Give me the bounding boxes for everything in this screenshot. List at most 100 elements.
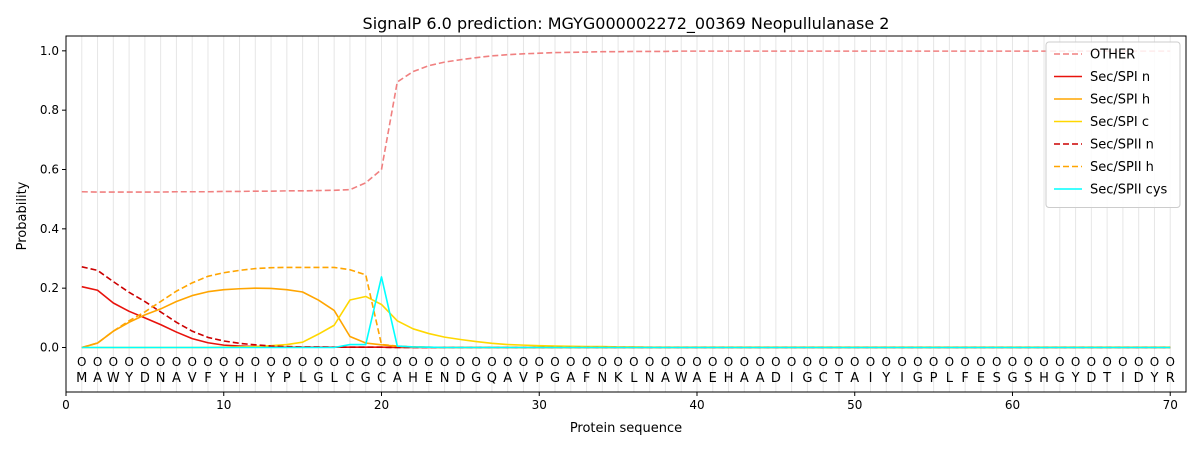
series-line-2	[81, 287, 1171, 349]
sequence-letter: P	[283, 371, 291, 386]
series-line-3	[81, 295, 1171, 349]
sequence-letter: Y	[266, 371, 275, 386]
sequence-letter: G	[313, 371, 323, 386]
legend: OTHER Sec/SPI n Sec/SPI h Sec/SPI c Sec/SPII…	[1045, 41, 1181, 208]
predicted-label: O	[582, 355, 591, 369]
predicted-label: O	[535, 355, 544, 369]
axis-ticks: 0 10 20 30 40 50 60 70 0.0 0.2 0.4 0.6 0.8 1.0	[40, 44, 1178, 412]
sequence-letter: W	[675, 371, 688, 386]
predicted-label: O	[1118, 355, 1127, 369]
x-tick-label: 60	[1005, 398, 1020, 412]
predicted-label: O	[77, 355, 86, 369]
predicted-label: O	[945, 355, 954, 369]
sequence-letter: H	[724, 371, 734, 386]
sequence-letter: E	[425, 371, 433, 386]
plot-frame	[65, 35, 1187, 393]
predicted-label: O	[882, 355, 891, 369]
sequence-letter: V	[188, 371, 197, 386]
y-tick-label: 0.4	[40, 222, 59, 236]
predicted-label: O	[803, 355, 812, 369]
series-lines	[81, 50, 1171, 349]
predicted-label: O	[1165, 355, 1174, 369]
sequence-letter: G	[802, 371, 812, 386]
legend-entry: Sec/SPII n	[1090, 138, 1154, 153]
sequence-letter: A	[503, 371, 512, 386]
sequence-letters: OMOAOWOYODONOAOVOFOYOHOIOYOPOLOGOLOCOGOC…	[76, 355, 1175, 386]
predicted-label: O	[1055, 355, 1064, 369]
y-tick-label: 0.2	[40, 281, 59, 295]
predicted-label: O	[771, 355, 780, 369]
series-line-0	[81, 50, 1171, 193]
predicted-label: O	[140, 355, 149, 369]
sequence-letter: Y	[1071, 371, 1080, 386]
predicted-label: O	[314, 355, 323, 369]
legend-entry: Sec/SPI c	[1090, 115, 1149, 130]
sequence-letter: Q	[487, 371, 497, 386]
predicted-label: O	[109, 355, 118, 369]
sequence-letter: A	[740, 371, 749, 386]
predicted-label: O	[1102, 355, 1111, 369]
predicted-label: O	[93, 355, 102, 369]
predicted-label: O	[187, 355, 196, 369]
x-tick-label: 50	[847, 398, 862, 412]
sequence-letter: G	[1007, 371, 1017, 386]
predicted-label: O	[1071, 355, 1080, 369]
predicted-label: O	[519, 355, 528, 369]
predicted-label: O	[897, 355, 906, 369]
sequence-letter: Y	[124, 371, 133, 386]
y-tick-label: 0.6	[40, 163, 59, 177]
sequence-letter: A	[393, 371, 402, 386]
sequence-letter: I	[790, 371, 794, 386]
predicted-label: O	[1150, 355, 1159, 369]
predicted-label: O	[787, 355, 796, 369]
sequence-letter: G	[550, 371, 560, 386]
predicted-label: O	[755, 355, 764, 369]
sequence-letter: P	[930, 371, 938, 386]
predicted-label: O	[124, 355, 133, 369]
predicted-label: O	[629, 355, 638, 369]
legend-box	[1045, 41, 1181, 208]
sequence-letter: T	[1102, 371, 1111, 386]
grid-lines	[81, 36, 1171, 392]
sequence-letter: I	[253, 371, 257, 386]
sequence-letter: S	[1024, 371, 1032, 386]
legend-entry: Sec/SPI n	[1090, 70, 1150, 85]
series-line-6	[81, 276, 1171, 349]
sequence-letter: C	[345, 371, 354, 386]
predicted-label: O	[1024, 355, 1033, 369]
predicted-label: O	[976, 355, 985, 369]
predicted-label: O	[251, 355, 260, 369]
sequence-letter: A	[661, 371, 670, 386]
sequence-letter: G	[361, 371, 371, 386]
predicted-label: O	[866, 355, 875, 369]
sequence-letter: G	[1055, 371, 1065, 386]
sequence-letter: H	[408, 371, 418, 386]
sequence-letter: F	[961, 371, 968, 386]
predicted-label: O	[1008, 355, 1017, 369]
sequence-letter: H	[235, 371, 245, 386]
sequence-letter: L	[630, 371, 638, 386]
sequence-letter: M	[76, 371, 87, 386]
sequence-letter: A	[172, 371, 181, 386]
predicted-label: O	[377, 355, 386, 369]
predicted-label: O	[1134, 355, 1143, 369]
sequence-letter: A	[756, 371, 765, 386]
sequence-letter: N	[597, 371, 607, 386]
predicted-label: O	[692, 355, 701, 369]
predicted-label: O	[235, 355, 244, 369]
sequence-letter: G	[471, 371, 481, 386]
predicted-label: O	[913, 355, 922, 369]
sequence-letter: C	[819, 371, 828, 386]
sequence-letter: Y	[219, 371, 228, 386]
predicted-label: O	[408, 355, 417, 369]
sequence-letter: T	[834, 371, 843, 386]
predicted-label: O	[550, 355, 559, 369]
predicted-label: O	[503, 355, 512, 369]
predicted-label: O	[487, 355, 496, 369]
y-axis-label: Probability	[15, 181, 30, 250]
sequence-letter: G	[913, 371, 923, 386]
sequence-letter: K	[614, 371, 623, 386]
predicted-label: O	[566, 355, 575, 369]
